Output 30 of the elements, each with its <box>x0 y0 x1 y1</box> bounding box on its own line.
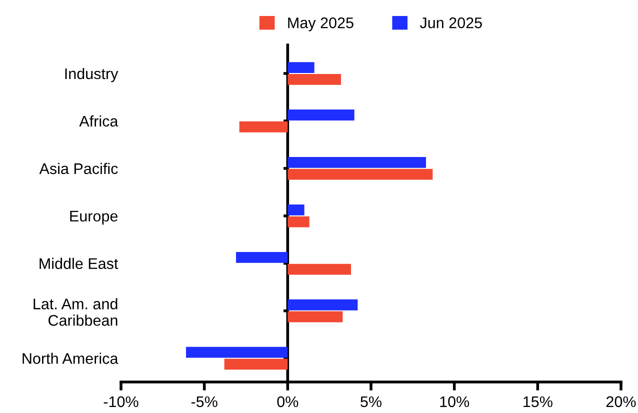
bar <box>288 264 351 275</box>
bar <box>239 121 288 132</box>
bar <box>288 168 433 180</box>
x-tick-label: 5% <box>360 396 382 408</box>
x-tick-label: 0% <box>277 396 298 408</box>
x-tick-label: 20% <box>606 396 636 408</box>
y-tick-label: Lat. Am. and Caribbean <box>34 298 118 326</box>
y-tick-label: Asia Pacific <box>39 162 118 174</box>
bar <box>236 252 288 263</box>
x-tick-label: 15% <box>524 396 552 408</box>
y-tick-label: Industry <box>65 68 118 82</box>
bar <box>288 216 310 228</box>
bar <box>288 74 341 85</box>
legend-label: May 2025 <box>288 17 354 32</box>
bar <box>288 110 354 120</box>
x-tick-label: -5% <box>191 396 218 408</box>
bar <box>186 346 288 358</box>
bar <box>224 358 288 370</box>
y-tick-label: Africa <box>79 115 118 127</box>
legend-label: Jun 2025 <box>420 17 482 28</box>
bar <box>288 157 426 168</box>
x-tick-label: -10% <box>104 396 138 408</box>
bar <box>288 62 314 74</box>
y-tick-label: North America <box>22 352 118 364</box>
y-tick-label: Middle East <box>40 258 118 270</box>
bar <box>288 299 358 310</box>
bar <box>288 311 343 322</box>
bar <box>288 204 304 216</box>
x-tick-label: 10% <box>440 396 470 408</box>
y-tick-label: Europe <box>70 210 118 225</box>
